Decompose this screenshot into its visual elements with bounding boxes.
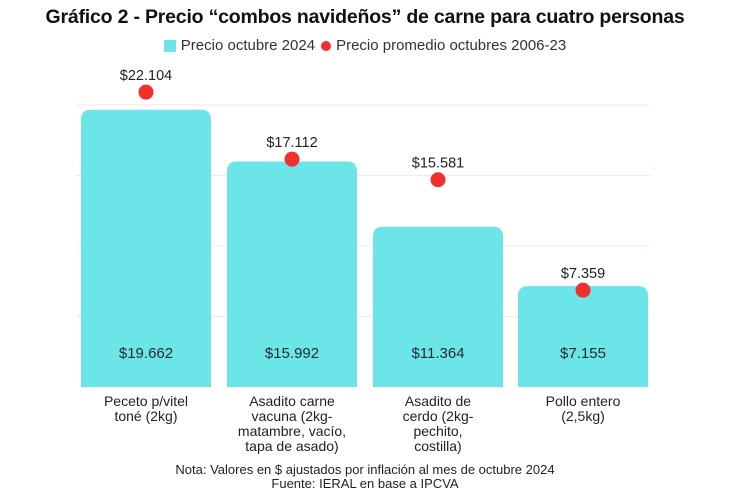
dot-value-label: $7.359	[561, 266, 605, 282]
category-label-line: cerdo (2kg-	[402, 408, 474, 424]
bar-value-label: $11.364	[411, 345, 464, 362]
category-label-line: Pollo entero	[545, 393, 621, 409]
category-label-line: Asadito carne	[249, 393, 335, 409]
chart-title: Gráfico 2 - Precio “combos navideños” de…	[45, 6, 685, 28]
category-label: Asadito carne vacuna (2kg-matambre, vacío…	[222, 394, 362, 454]
legend-label-dot: Precio promedio octubres 2006-23	[336, 37, 567, 54]
average-dot	[138, 84, 154, 100]
category-label-line: tapa de asado)	[245, 438, 339, 454]
bar-value-labels: $19.662 $15.992 $11.364 $7.155	[119, 345, 606, 362]
bar	[373, 226, 503, 387]
category-label-line: costilla)	[414, 438, 462, 454]
note-text: Nota: Valores en $ ajustados por inflaci…	[175, 462, 555, 477]
legend-swatch-bar	[163, 39, 176, 52]
category-label-line: (2,5kg)	[561, 408, 605, 424]
average-dots	[138, 84, 591, 298]
dot-value-labels: $22.104 $17.112 $15.581 $7.359	[120, 68, 605, 282]
category-label-line: Asadito de	[404, 393, 472, 409]
dot-value-label: $15.581	[412, 156, 464, 172]
legend-label-bar: Precio octubre 2024	[180, 37, 316, 54]
category-label: Pollo entero (2,5kg)	[513, 394, 653, 424]
bar-value-label: $7.155	[560, 345, 606, 362]
category-label-line: pechito,	[413, 423, 463, 439]
source-text: Fuente: IERAL en base a IPCVA	[271, 476, 459, 491]
average-dot	[284, 151, 300, 167]
bar	[227, 161, 357, 387]
bar	[81, 109, 211, 387]
category-label-line: Peceto p/vitel	[103, 393, 189, 409]
category-label-line: matambre, vacío,	[237, 423, 347, 439]
bar	[518, 286, 648, 387]
category-label-line: vacuna (2kg-	[251, 408, 333, 424]
category-label: Asadito de cerdo (2kg-pechito, costilla)	[368, 394, 508, 454]
bar-value-label: $19.662	[119, 345, 173, 362]
bars	[81, 109, 648, 387]
category-label: Peceto p/vitel toné (2kg)	[76, 394, 216, 424]
dot-value-label: $17.112	[266, 135, 317, 151]
legend: Precio octubre 2024 Precio promedio octu…	[0, 37, 730, 54]
average-dot	[430, 172, 446, 188]
bar-value-label: $15.992	[265, 345, 319, 362]
dot-value-label: $22.104	[120, 68, 172, 84]
category-label-line: toné (2kg)	[114, 408, 178, 424]
legend-swatch-dot	[321, 40, 332, 51]
average-dot	[575, 282, 591, 298]
